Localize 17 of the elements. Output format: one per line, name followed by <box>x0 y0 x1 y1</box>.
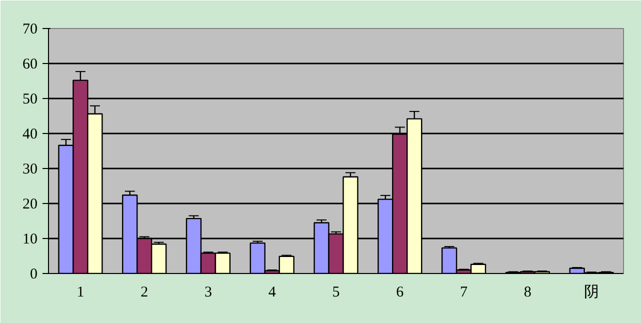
y-tick-label: 30 <box>22 162 38 178</box>
y-tick-label: 10 <box>22 232 38 248</box>
x-tick-label: 6 <box>396 284 404 300</box>
x-tick-label: 8 <box>524 284 532 300</box>
x-tick-label: 4 <box>268 284 276 300</box>
x-tick-label: 阴 <box>584 284 600 300</box>
y-tick-label: 60 <box>22 56 38 72</box>
x-tick-label: 5 <box>332 284 340 300</box>
x-tick-label: 2 <box>140 284 148 300</box>
y-tick-label: 20 <box>22 196 38 212</box>
x-tick-label: 3 <box>204 284 212 300</box>
x-tick-label: 7 <box>460 284 468 300</box>
y-tick-label: 40 <box>22 126 38 142</box>
y-tick-label: 50 <box>22 92 38 108</box>
y-tick-label: 0 <box>30 266 38 282</box>
y-tick-label: 70 <box>22 22 38 38</box>
x-tick-label: 1 <box>76 284 84 300</box>
